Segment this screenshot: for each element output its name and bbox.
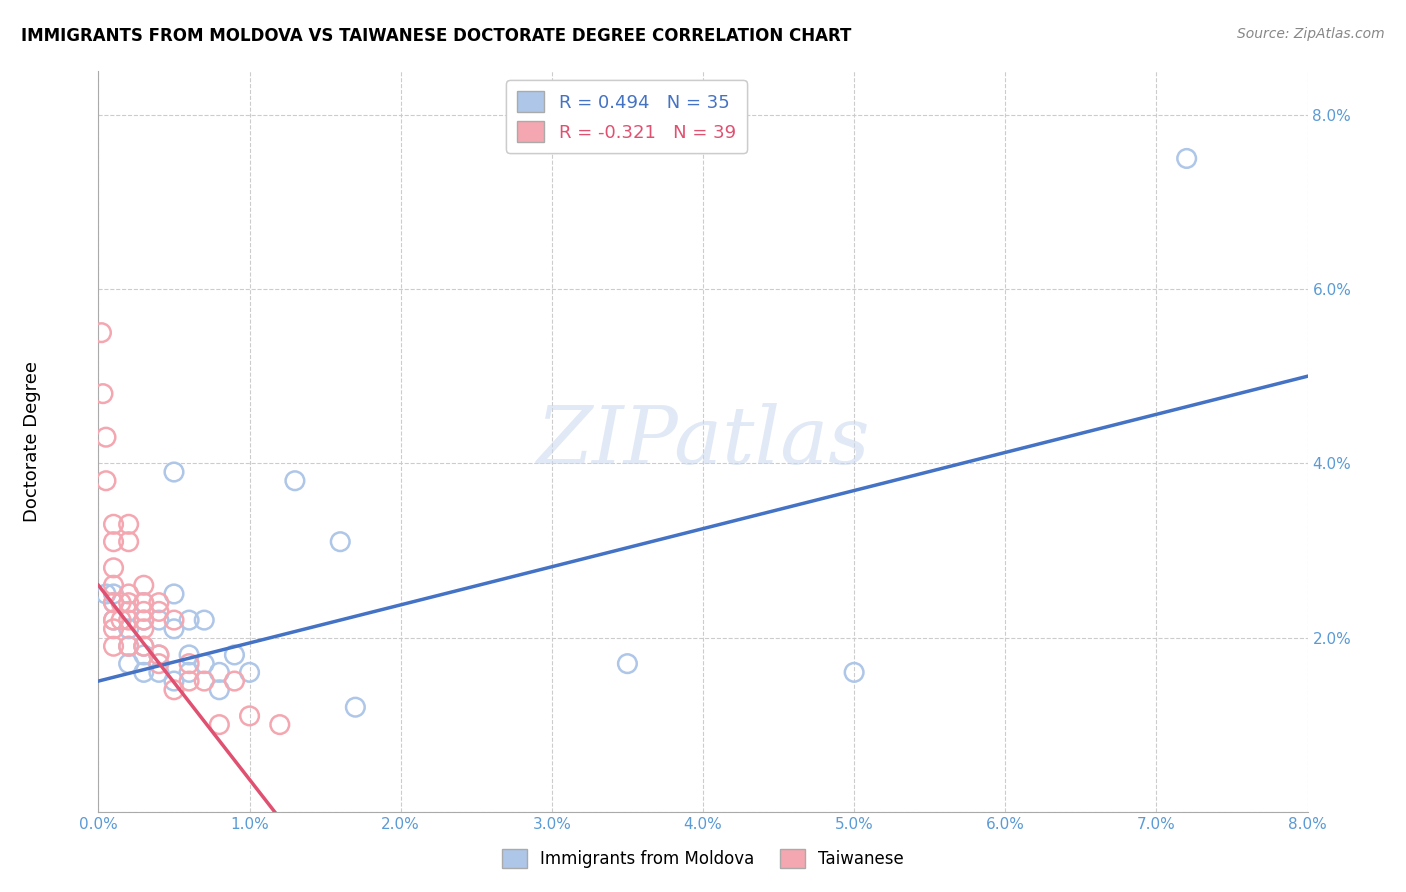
Point	[844, 665, 866, 680]
Point	[329, 534, 352, 549]
Point	[132, 622, 155, 636]
Point	[132, 648, 155, 662]
Point	[163, 587, 186, 601]
Point	[163, 682, 186, 697]
Legend: Immigrants from Moldova, Taiwanese: Immigrants from Moldova, Taiwanese	[495, 842, 911, 875]
Point	[616, 657, 638, 671]
Point	[148, 604, 170, 618]
Point	[132, 578, 155, 592]
Point	[118, 622, 141, 636]
Point	[118, 657, 141, 671]
Point	[103, 561, 125, 575]
Point	[163, 613, 186, 627]
Point	[110, 596, 132, 610]
Point	[269, 717, 291, 731]
Legend: R = 0.494   N = 35, R = -0.321   N = 39: R = 0.494 N = 35, R = -0.321 N = 39	[506, 80, 747, 153]
Text: Source: ZipAtlas.com: Source: ZipAtlas.com	[1237, 27, 1385, 41]
Point	[148, 596, 170, 610]
Point	[284, 474, 307, 488]
Point	[132, 604, 155, 618]
Point	[148, 648, 170, 662]
Point	[224, 648, 246, 662]
Point	[132, 613, 155, 627]
Text: Doctorate Degree: Doctorate Degree	[22, 361, 41, 522]
Point	[118, 587, 141, 601]
Point	[103, 613, 125, 627]
Point	[94, 430, 117, 444]
Point	[1175, 152, 1198, 166]
Point	[118, 517, 141, 532]
Point	[90, 326, 112, 340]
Point	[110, 613, 132, 627]
Point	[163, 465, 186, 479]
Point	[148, 657, 170, 671]
Point	[193, 674, 215, 689]
Point	[118, 534, 141, 549]
Point	[103, 578, 125, 592]
Point	[208, 665, 231, 680]
Point	[103, 534, 125, 549]
Point	[132, 639, 155, 653]
Point	[103, 639, 125, 653]
Point	[179, 674, 201, 689]
Point	[118, 639, 141, 653]
Point	[148, 665, 170, 680]
Point	[132, 639, 155, 653]
Text: ZIPatlas: ZIPatlas	[536, 403, 870, 480]
Point	[179, 657, 201, 671]
Point	[132, 613, 155, 627]
Point	[193, 613, 215, 627]
Point	[132, 665, 155, 680]
Point	[118, 596, 141, 610]
Point	[132, 596, 155, 610]
Point	[103, 613, 125, 627]
Point	[208, 717, 231, 731]
Point	[163, 674, 186, 689]
Point	[94, 474, 117, 488]
Point	[94, 587, 117, 601]
Point	[163, 622, 186, 636]
Point	[208, 682, 231, 697]
Point	[179, 613, 201, 627]
Point	[148, 613, 170, 627]
Point	[239, 709, 262, 723]
Point	[148, 648, 170, 662]
Point	[118, 604, 141, 618]
Point	[103, 517, 125, 532]
Text: IMMIGRANTS FROM MOLDOVA VS TAIWANESE DOCTORATE DEGREE CORRELATION CHART: IMMIGRANTS FROM MOLDOVA VS TAIWANESE DOC…	[21, 27, 852, 45]
Point	[118, 613, 141, 627]
Point	[103, 596, 125, 610]
Point	[103, 596, 125, 610]
Point	[239, 665, 262, 680]
Point	[103, 622, 125, 636]
Point	[344, 700, 367, 714]
Point	[179, 665, 201, 680]
Point	[103, 587, 125, 601]
Point	[224, 674, 246, 689]
Point	[91, 386, 114, 401]
Point	[132, 596, 155, 610]
Point	[118, 639, 141, 653]
Point	[193, 657, 215, 671]
Point	[179, 648, 201, 662]
